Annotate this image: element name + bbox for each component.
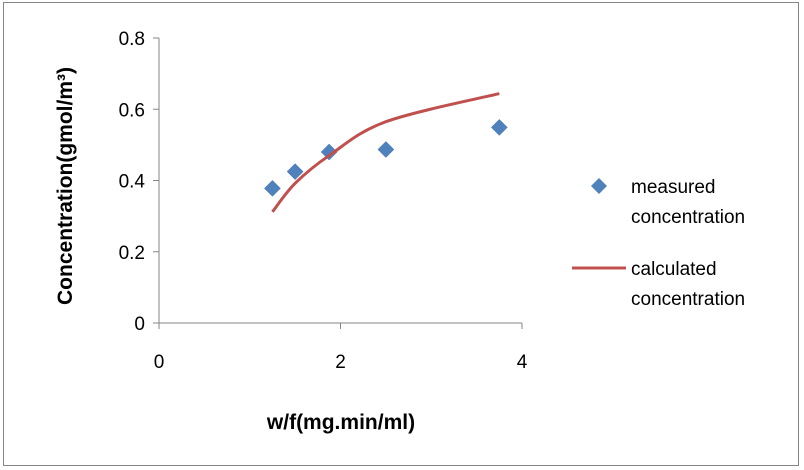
- y-tick-label: 0.8: [119, 29, 145, 50]
- calculated-concentration-line: [271, 92, 500, 213]
- legend-label-line: concentration: [631, 289, 745, 310]
- measured-concentration-point: [264, 179, 281, 197]
- measured-concentration-point: [377, 141, 395, 158]
- y-tick-label: 0.6: [119, 100, 145, 121]
- plot-series: [264, 92, 508, 213]
- x-tick-label: 2: [335, 352, 346, 373]
- legend-label-line: concentration: [631, 207, 745, 228]
- x-axis-ticks: 0 2 4: [154, 323, 528, 373]
- measured-concentration-point: [490, 119, 508, 136]
- chart-area: 0 0.2 0.4 0.6 0.8 0 2 4 w/f(mg.min/ml) Concent…: [3, 2, 799, 466]
- legend-label-line: measured: [631, 177, 716, 198]
- y-axis-ticks: 0 0.2 0.4 0.6 0.8: [119, 29, 159, 335]
- legend-label-line: calculated: [631, 259, 717, 280]
- y-tick-label: 0.2: [119, 243, 145, 264]
- measured-concentration-point: [320, 143, 338, 161]
- legend-marker-measured: [591, 178, 607, 194]
- y-axis-title: Concentration(gmol/m³): [54, 67, 77, 305]
- legend-label: measured concentration: [631, 177, 745, 228]
- x-tick-label: 0: [154, 352, 165, 373]
- measured-concentration-point: [286, 163, 304, 180]
- y-tick-label: 0: [134, 314, 145, 335]
- legend: measured concentration calculated concentra…: [572, 177, 745, 310]
- y-tick-label: 0.4: [119, 172, 146, 193]
- legend-label: calculated concentration: [631, 259, 745, 310]
- chart-svg: 0 0.2 0.4 0.6 0.8 0 2 4 w/f(mg.min/ml) Concent…: [54, 29, 745, 434]
- x-tick-label: 4: [517, 352, 528, 373]
- x-axis-title: w/f(mg.min/ml): [266, 411, 415, 434]
